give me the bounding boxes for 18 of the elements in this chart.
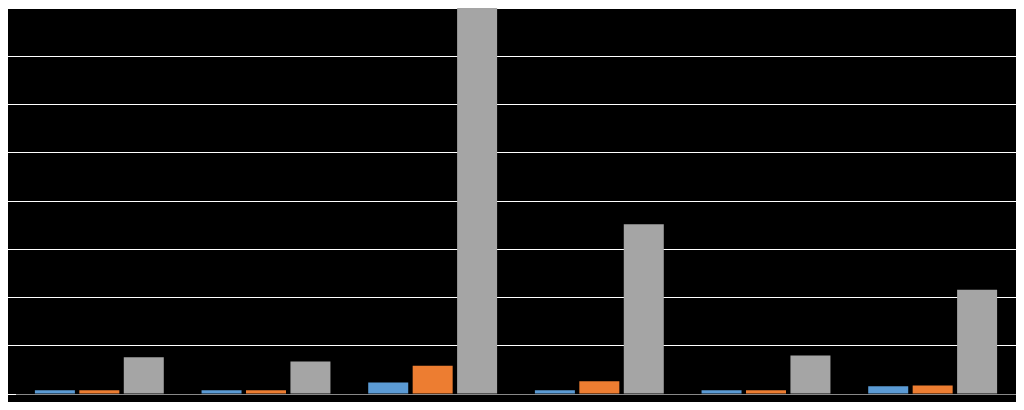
bar (290, 361, 331, 394)
bar (201, 390, 242, 394)
bar (412, 365, 453, 394)
bar (790, 355, 831, 394)
bar (79, 390, 120, 394)
bar (868, 386, 909, 394)
bar (912, 385, 953, 394)
bar (746, 390, 786, 394)
bar (623, 224, 664, 394)
bar (123, 357, 164, 394)
bar (701, 390, 742, 394)
bar (534, 390, 575, 394)
bar (368, 382, 409, 394)
bar (579, 381, 620, 394)
bar (246, 390, 286, 394)
bar (957, 289, 998, 394)
bar (457, 8, 498, 394)
bar (34, 390, 75, 394)
